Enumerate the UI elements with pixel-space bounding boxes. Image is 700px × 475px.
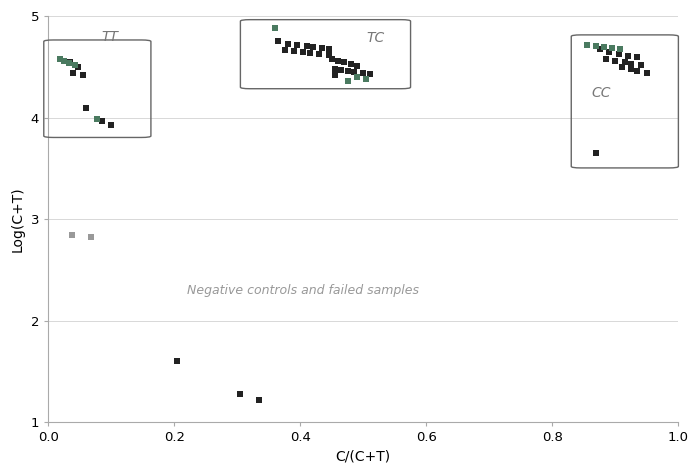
X-axis label: C/(C+T): C/(C+T) — [336, 450, 391, 464]
Text: Negative controls and failed samples: Negative controls and failed samples — [187, 284, 419, 297]
Text: TT: TT — [102, 30, 119, 45]
Text: TC: TC — [366, 31, 385, 46]
Y-axis label: Log(C+T): Log(C+T) — [11, 186, 25, 252]
Text: CC: CC — [592, 86, 611, 100]
